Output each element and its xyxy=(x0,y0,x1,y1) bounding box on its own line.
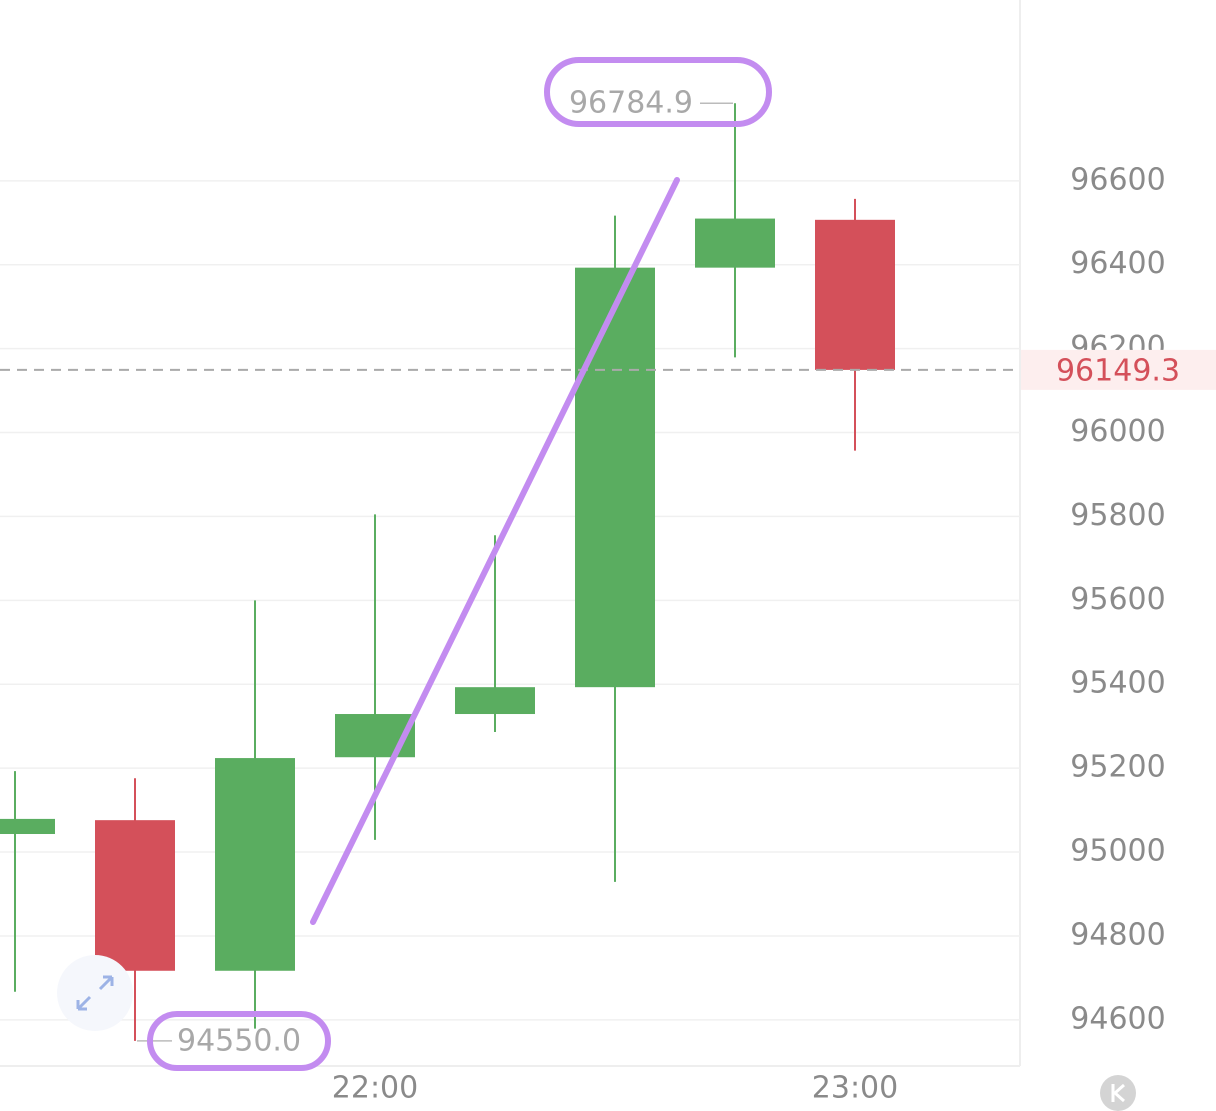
y-tick-label: 95400 xyxy=(1070,666,1165,701)
y-tick-label: 95800 xyxy=(1070,498,1165,533)
expand-icon xyxy=(76,975,114,1011)
candle-body xyxy=(215,758,295,971)
button-bg xyxy=(57,955,133,1031)
min-marker-label: 94550.0 xyxy=(177,1023,301,1058)
candle-body xyxy=(815,219,895,370)
button-bg xyxy=(1100,1075,1136,1111)
y-tick-label: 94800 xyxy=(1070,917,1165,952)
expand-button[interactable] xyxy=(57,955,133,1031)
plot-area: 94600 94800 95000 95200 95400 95600 95800 96000… xyxy=(0,86,1216,1106)
candle-body xyxy=(695,218,775,268)
overlay xyxy=(57,57,1136,1111)
highlight-circle xyxy=(147,1011,331,1071)
candle-body xyxy=(0,818,55,835)
last-price-label: 96149.3 xyxy=(1056,353,1180,388)
y-tick-label: 95000 xyxy=(1070,834,1165,869)
y-tick-label: 95200 xyxy=(1070,750,1165,785)
last-price-box xyxy=(1021,349,1216,390)
y-tick-label: 96000 xyxy=(1070,414,1165,449)
x-tick-label: 23:00 xyxy=(812,1071,898,1106)
x-tick-label: 22:00 xyxy=(332,1071,418,1106)
candle-body xyxy=(95,820,175,971)
candle-body xyxy=(455,687,535,715)
max-marker-label: 96784.9 xyxy=(569,86,693,121)
candle-body xyxy=(575,267,655,688)
scroll-button[interactable] xyxy=(1100,1075,1136,1111)
trend-line xyxy=(310,177,680,925)
y-tick-label: 95600 xyxy=(1070,582,1165,617)
y-tick-label: 94600 xyxy=(1070,1001,1165,1036)
scroll-icon xyxy=(1111,1083,1125,1103)
y-tick-label: 96400 xyxy=(1070,246,1165,281)
y-tick-label: 96600 xyxy=(1070,162,1165,197)
highlight-circle xyxy=(544,57,772,127)
